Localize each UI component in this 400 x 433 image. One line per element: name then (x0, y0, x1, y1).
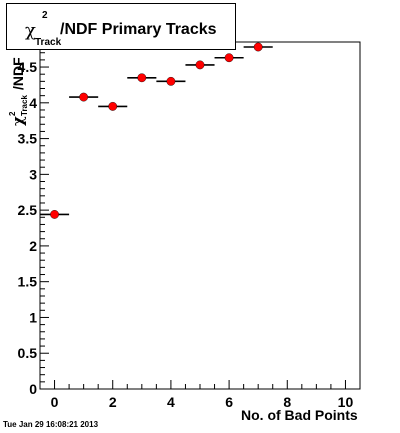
x-tick-label: 0 (51, 394, 59, 410)
data-point (50, 210, 59, 219)
data-point (79, 92, 89, 102)
x-tick-label: 2 (109, 394, 117, 410)
data-point (224, 53, 234, 63)
x-tick-label: 4 (167, 394, 175, 410)
y-tick-label: 0 (29, 381, 37, 397)
title-chi: χ (25, 20, 36, 41)
title-superscript: 2 (42, 10, 48, 21)
y-tick-label: 1 (29, 309, 37, 325)
y-tick-label: 2 (29, 238, 37, 254)
y-tick-label: 0.5 (18, 345, 38, 361)
data-point (195, 60, 205, 70)
timestamp: Tue Jan 29 16:08:21 2013 (3, 420, 99, 429)
y-tick-label: 2.5 (18, 202, 38, 218)
y-tick-label: 4 (29, 95, 37, 111)
title-text: /NDF Primary Tracks (60, 21, 217, 38)
y-axis-label: χ 2 Track /NDF (8, 48, 29, 128)
y-tick-label: 3.5 (18, 131, 38, 147)
plot-frame (39, 41, 361, 390)
chart-title-box: χ 2 Track /NDF Primary Tracks (6, 3, 236, 50)
data-point (137, 73, 147, 83)
y-label-ndf: /NDF (10, 57, 26, 90)
x-tick-label: 10 (338, 394, 354, 410)
y-label-sup: 2 (8, 111, 17, 116)
x-tick-label: 6 (225, 394, 233, 410)
y-label-sub: Track (20, 95, 28, 116)
title-subscript: Track (35, 37, 62, 48)
y-tick-label: 3 (29, 166, 37, 182)
x-tick-label: 8 (283, 394, 291, 410)
x-axis-label: No. of Bad Points (241, 407, 358, 423)
y-tick-label: 1.5 (18, 274, 38, 290)
data-point (108, 101, 118, 111)
y-tick-label: 4.5 (18, 59, 38, 75)
data-point (253, 42, 263, 52)
y-label-chi: χ (9, 116, 27, 126)
data-point (166, 76, 176, 86)
